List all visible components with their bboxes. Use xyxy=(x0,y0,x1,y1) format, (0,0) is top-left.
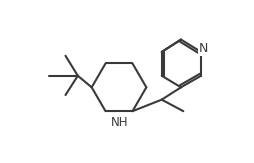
Text: NH: NH xyxy=(111,116,128,129)
Text: N: N xyxy=(199,42,208,55)
